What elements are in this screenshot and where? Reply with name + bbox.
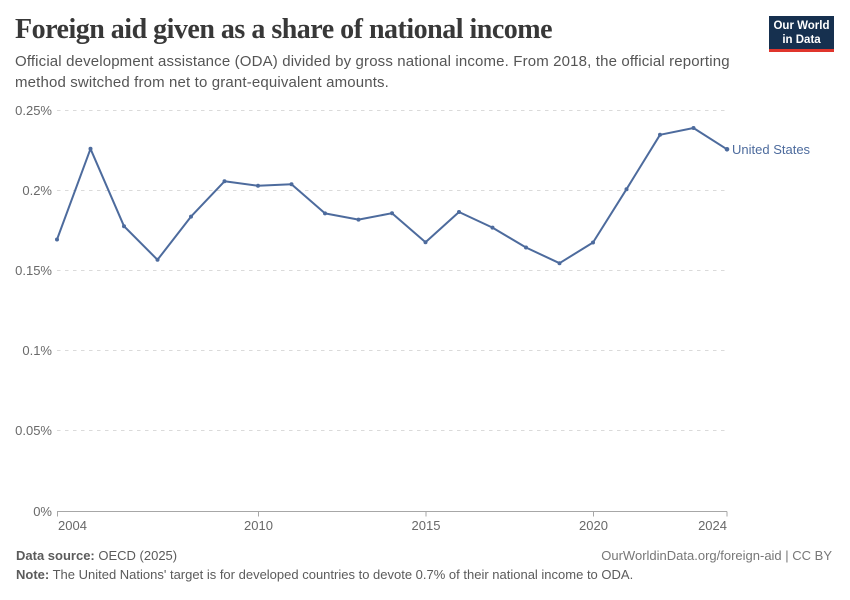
svg-text:0.1%: 0.1% <box>22 343 52 358</box>
svg-text:0.05%: 0.05% <box>15 423 52 438</box>
svg-text:2024: 2024 <box>698 518 727 533</box>
svg-text:0%: 0% <box>33 504 52 519</box>
svg-text:0.15%: 0.15% <box>15 263 52 278</box>
svg-text:2010: 2010 <box>244 518 273 533</box>
svg-text:0.25%: 0.25% <box>15 103 52 118</box>
svg-text:2015: 2015 <box>412 518 441 533</box>
svg-text:2020: 2020 <box>579 518 608 533</box>
svg-text:0.2%: 0.2% <box>22 183 52 198</box>
svg-text:2004: 2004 <box>58 518 87 533</box>
